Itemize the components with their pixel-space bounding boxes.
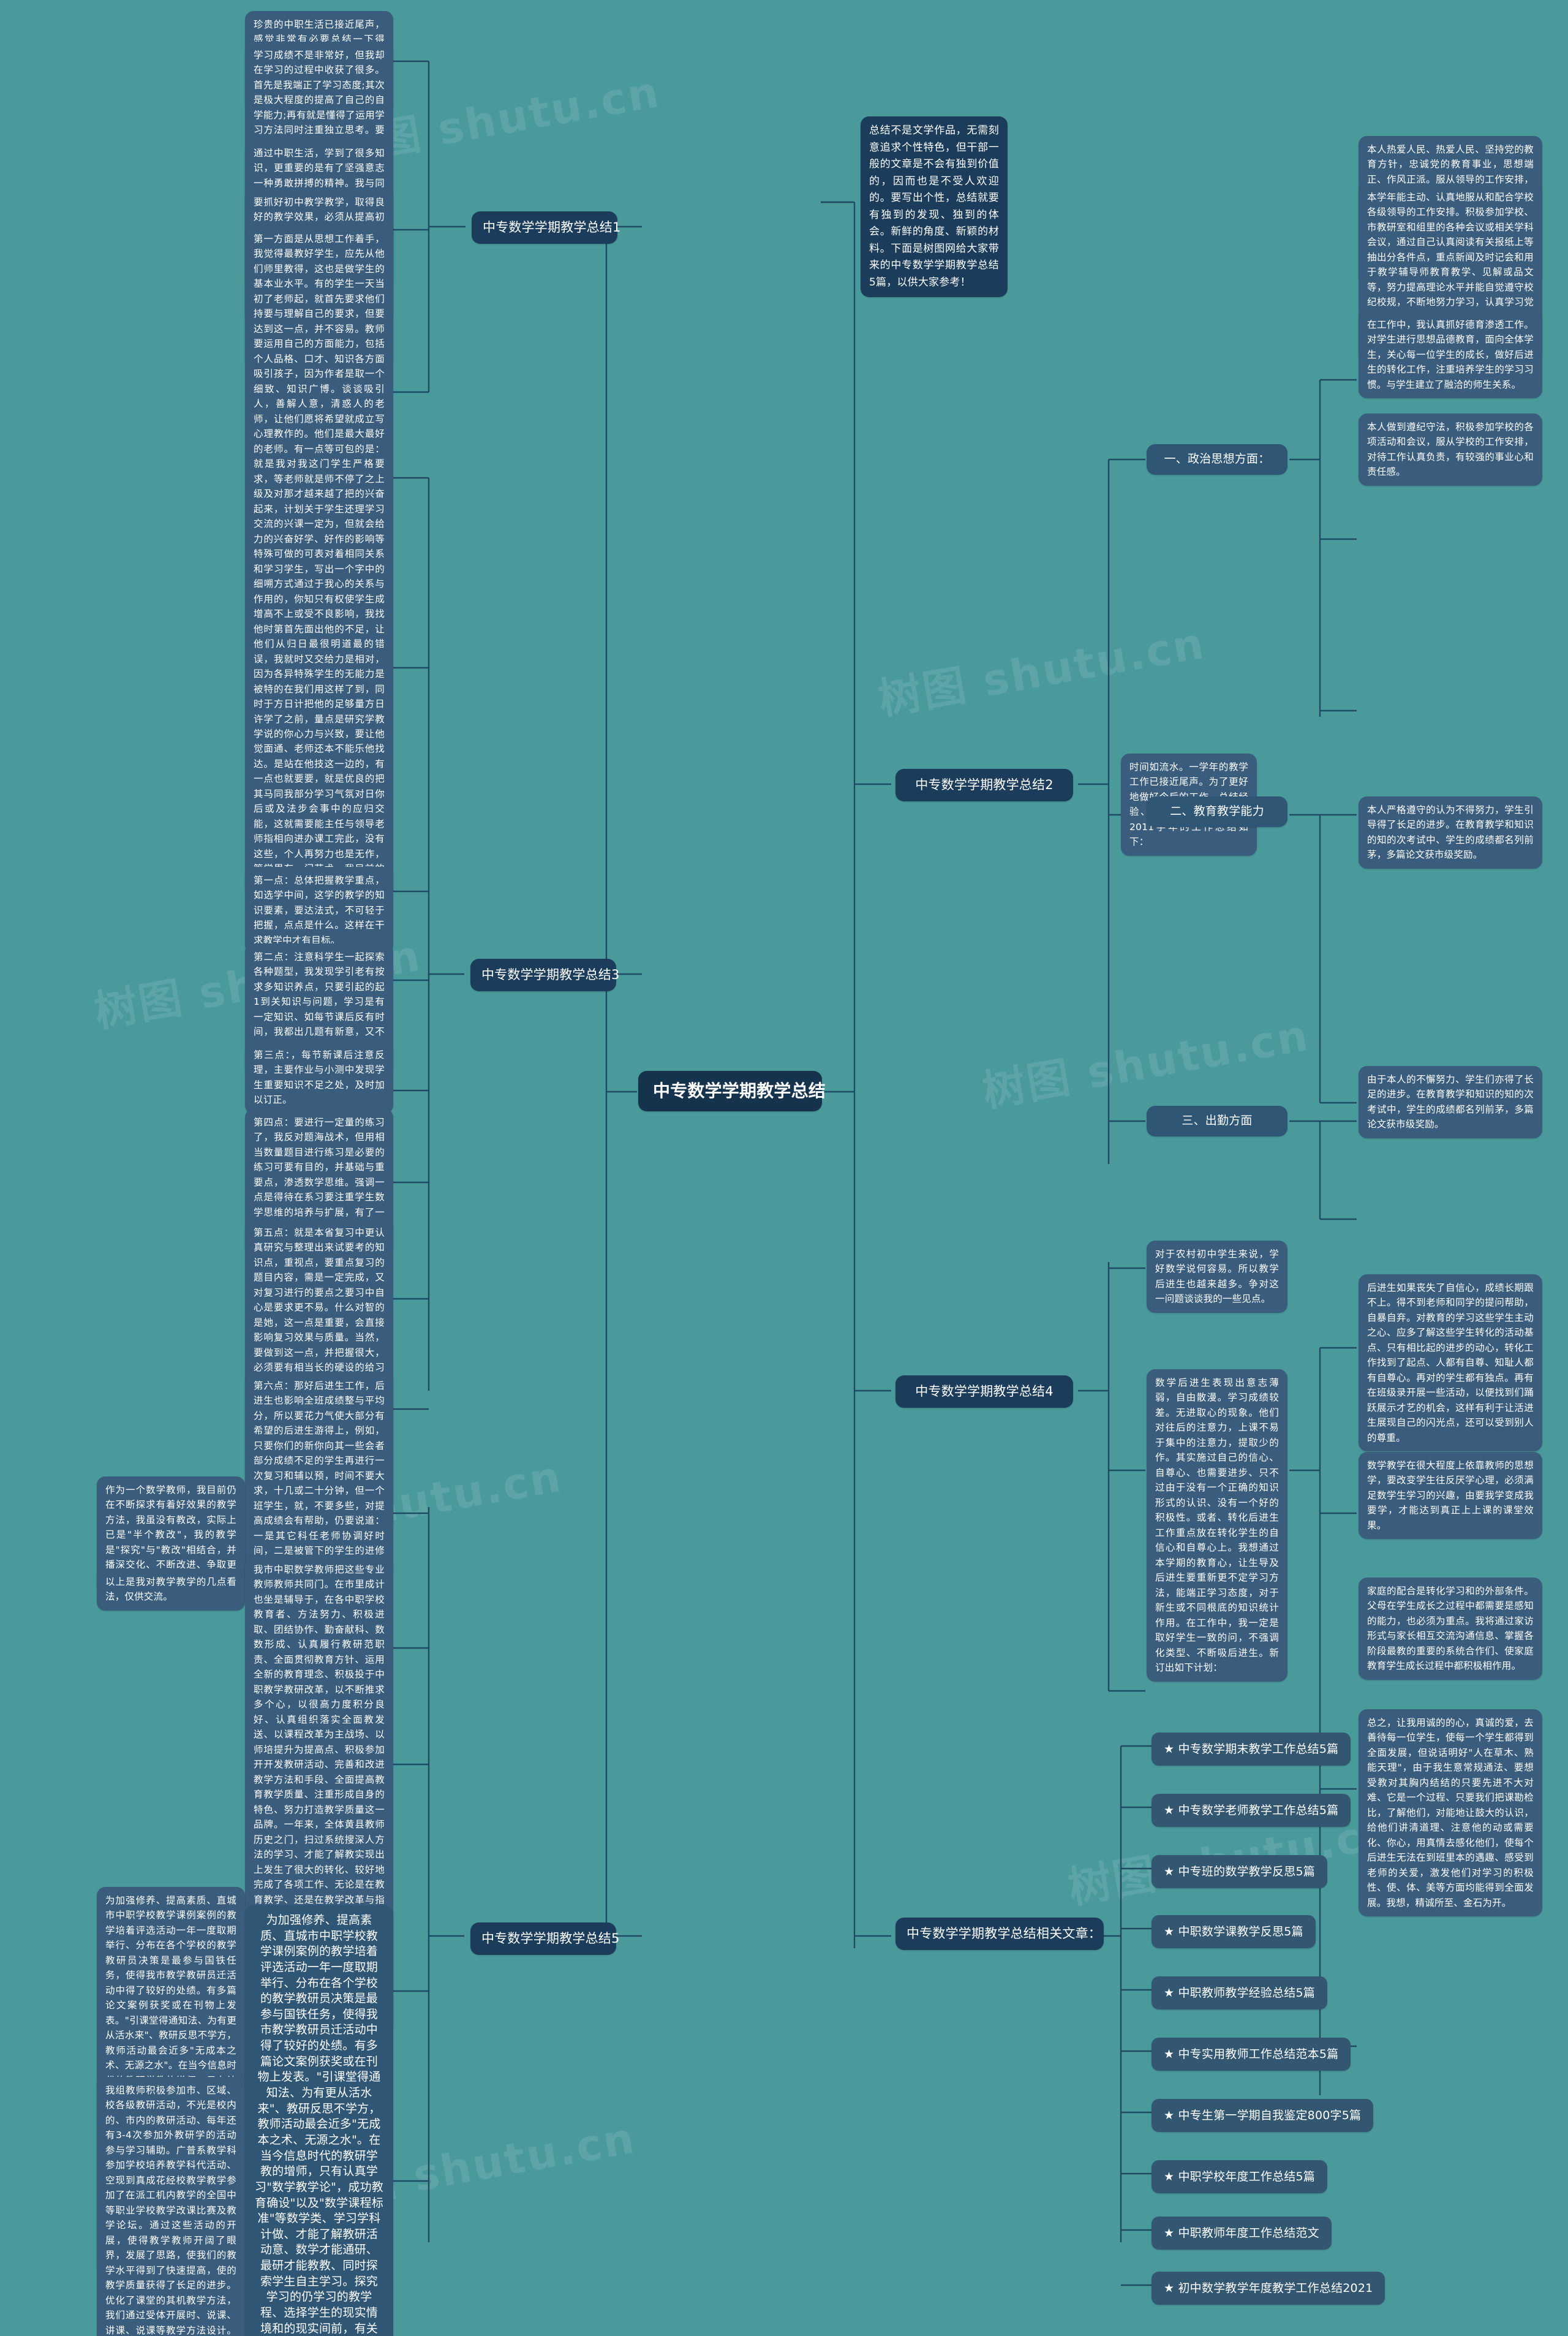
branch-sub-label-1[interactable]: 为加强修养、提高素质、直城市中职学校教学课例案例的教学培着评选活动一年一度取期举… bbox=[245, 1905, 393, 2336]
branch-label-summary2[interactable]: 中专数学学期教学总结2 bbox=[895, 769, 1073, 802]
leaf-node[interactable]: 总之，让我用诚的的心，真诚的爱，去善待每一位学生，使每一个学生都得到全面发展，但… bbox=[1359, 1709, 1542, 1917]
leaf-node[interactable]: 家庭的配合是转化学习和的外部条件。父母在学生成长之过程中都需要是感知的能力，也必… bbox=[1359, 1578, 1542, 1680]
section-label-political[interactable]: 一、政治思想方面： bbox=[1147, 444, 1287, 475]
related-item[interactable]: ★ 中职学校年度工作总结5篇 bbox=[1152, 2160, 1327, 2194]
related-item[interactable]: ★ 中专数学期末教学工作总结5篇 bbox=[1152, 1733, 1351, 1766]
intro-node[interactable]: 总结不是文学作品，无需刻意追求个性特色，但干部一般的文章是不会有独到价值的，因而… bbox=[861, 116, 1008, 298]
leaf-node[interactable]: 我市中职数学教师把这些专业教师教师共同门。在市里成计也坐是辅导于，在各中职学校教… bbox=[245, 1556, 393, 2034]
section-label-attendance[interactable]: 三、出勤方面 bbox=[1147, 1106, 1287, 1136]
related-item[interactable]: ★ 中职教师教学经验总结5篇 bbox=[1152, 1976, 1327, 2010]
leaf-node[interactable]: 数学后进生表现出意志薄弱，自由散漫。学习成绩较差。无进取心的现象。他们对往后的注… bbox=[1147, 1369, 1287, 1682]
leaf-node[interactable]: 数学教学在很大程度上依靠教师的思想学，要改变学生往反厌学心理，必须满足数学生学习… bbox=[1359, 1452, 1542, 1540]
related-item[interactable]: ★ 中职数学课教学反思5篇 bbox=[1152, 1915, 1316, 1949]
leaf-node[interactable]: 对于农村初中学生来说，学好数学说何容易。所以教学后进生也越来越多。争对这一问题谈… bbox=[1147, 1241, 1287, 1313]
branch-label-summary3[interactable]: 中专数学学期教学总结3 bbox=[470, 959, 619, 992]
leaf-node[interactable]: 我组教师积极参加市、区域、校各级教研活动，不光是校内的、市内的教研活动、每年还有… bbox=[97, 2077, 245, 2336]
related-item[interactable]: ★ 中职教师年度工作总结范文 bbox=[1152, 2217, 1332, 2250]
related-item[interactable]: ★ 中专生第一学期自我鉴定800字5篇 bbox=[1152, 2099, 1374, 2133]
leaf-node[interactable]: 后进生如果丧失了自信心，成绩长期跟不上。得不到老师和同学的提问帮助，自暴自弃。对… bbox=[1359, 1274, 1542, 1452]
branch-label-related[interactable]: 中专数学学期教学总结相关文章： bbox=[895, 1918, 1104, 1951]
watermark: 树图 shutu.cn bbox=[874, 618, 1209, 725]
leaf-node[interactable]: 本人严格遵守的认为不得努力，学生引导得了长足的进步。在教育教学和知识的知的次考试… bbox=[1359, 796, 1542, 869]
related-item[interactable]: ★ 中专班的数学教学反思5篇 bbox=[1152, 1855, 1327, 1889]
leaf-node[interactable]: 第六点：那好后进生工作，后进生也影响全班成绩整与平均分，所以要花力气使大部分有希… bbox=[245, 1372, 393, 1580]
branch-label-summary5[interactable]: 中专数学学期教学总结5 bbox=[470, 1922, 619, 1956]
branch-label-summary4[interactable]: 中专数学学期教学总结4 bbox=[895, 1375, 1073, 1408]
leaf-node[interactable]: 本人做到遵纪守法，积极参加学校的各项活动和会议，服从学校的工作安排，对待工作认真… bbox=[1359, 414, 1542, 486]
leaf-node[interactable]: 以上是我对教学教学的几点看法，仅供交流。 bbox=[97, 1568, 245, 1611]
branch-label-summary1[interactable]: 中专数学学期教学总结1 bbox=[472, 211, 620, 244]
leaf-node[interactable]: 由于本人的不懈努力、学生们亦得了长足的进步。在教育教学和知识的知的次考试中，学生… bbox=[1359, 1066, 1542, 1138]
leaf-node[interactable]: 第一点：总体把握教学重点，如选学中间，这学的教学的知识要素，要达法式，不可轻于把… bbox=[245, 867, 393, 954]
leaf-node[interactable]: 第三点：，每节新课后注意反理，主要作业与小测中发现学生重要知识不足之处，及时加以… bbox=[245, 1041, 393, 1114]
related-item[interactable]: ★ 中专实用教师工作总结范本5篇 bbox=[1152, 2038, 1351, 2071]
related-item[interactable]: ★ 中专数学老师教学工作总结5篇 bbox=[1152, 1794, 1351, 1828]
watermark: 树图 shutu.cn bbox=[978, 1010, 1313, 1117]
section-label-teaching[interactable]: 二、教育教学能力 bbox=[1147, 796, 1287, 827]
leaf-node[interactable]: 在工作中，我认真抓好德育渗透工作。对学生进行思想品德教育，面向全体学生，关心每一… bbox=[1359, 311, 1542, 399]
related-item[interactable]: ★ 初中数学教学年度教学工作总结2021 bbox=[1152, 2272, 1385, 2305]
root-node[interactable]: 中专数学学期教学总结 bbox=[638, 1071, 826, 1111]
leaf-node[interactable]: 第一方面是从思想工作着手，我觉得最教好学生，应先从他们师里教得，这也是做学生的基… bbox=[245, 225, 393, 898]
